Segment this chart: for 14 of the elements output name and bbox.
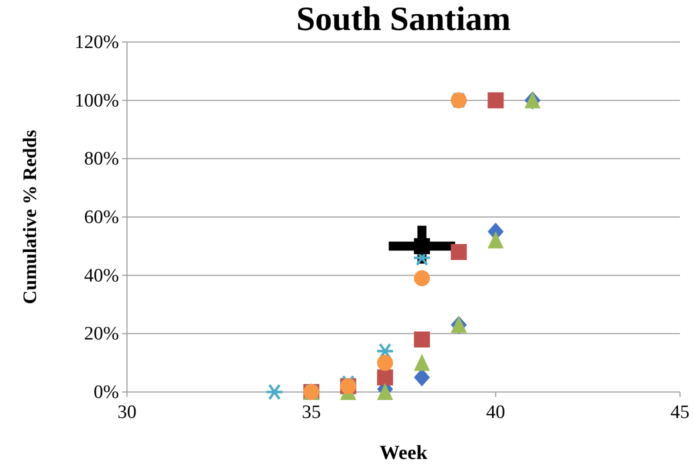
y-tick-label: 40%: [84, 265, 120, 286]
chart-title: South Santiam: [296, 1, 511, 38]
y-tick-label: 60%: [84, 207, 120, 228]
x-tick-label: 30: [118, 402, 136, 423]
x-axis-title: Week: [380, 442, 428, 464]
x-tick-label: 40: [486, 402, 506, 423]
y-tick-label: 0%: [94, 382, 120, 403]
x-tick-label: 35: [302, 402, 321, 423]
y-tick-label: 120%: [74, 32, 120, 53]
y-tick-label: 80%: [84, 148, 120, 170]
x-tick-label: 45: [670, 402, 690, 423]
y-axis-title: Cumulative % Redds: [20, 130, 41, 304]
y-tick-label: 20%: [84, 324, 120, 345]
y-tick-label: 100%: [74, 90, 120, 112]
